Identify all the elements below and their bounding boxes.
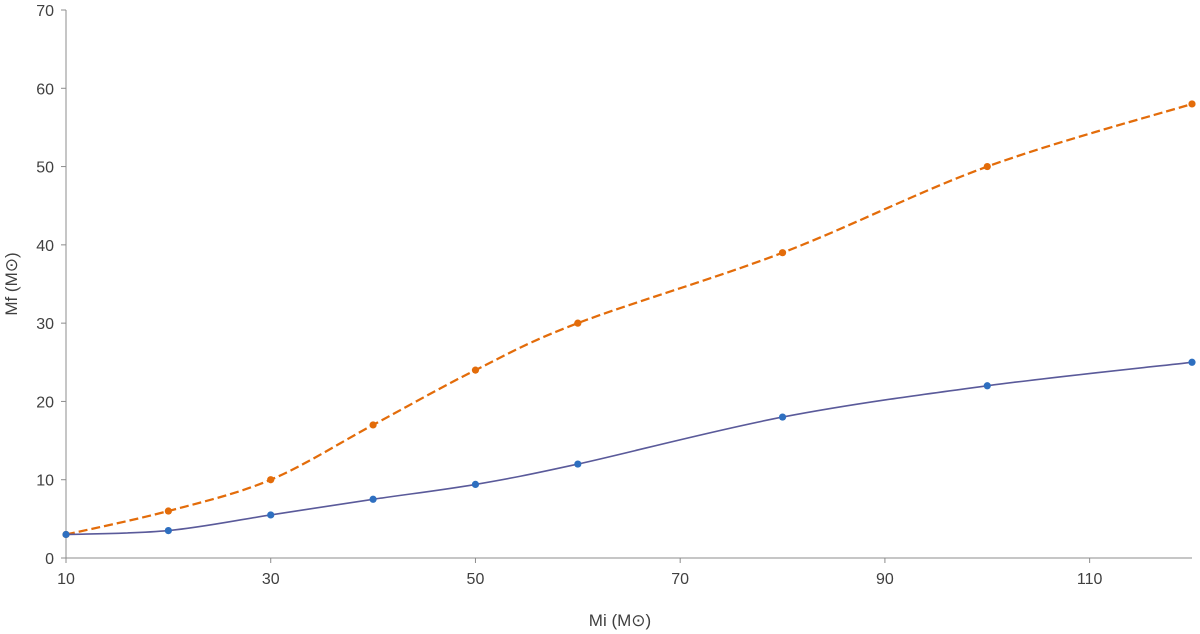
data-point [1188,100,1196,108]
x-axis-title: Mi (M⊙) [589,611,651,630]
data-point [574,319,582,327]
y-tick-label: 0 [45,551,54,568]
data-point [267,511,275,519]
data-point [574,460,582,468]
data-point [164,507,172,515]
y-tick-label: 10 [36,473,54,490]
y-tick-label: 20 [36,394,54,411]
data-point [983,382,991,390]
series-1 [62,358,1196,539]
x-tick-label: 110 [1077,571,1103,588]
x-tick-label: 70 [671,571,689,588]
data-point [778,413,787,421]
y-axis-title: Mf (M⊙) [2,252,21,315]
axes [61,9,1192,563]
data-point [267,476,275,484]
x-tick-label: 90 [876,571,894,588]
data-point [471,480,480,489]
x-tick-label: 10 [57,571,75,588]
series-0 [62,100,1196,539]
x-tick-label: 30 [262,571,280,588]
y-tick-label: 70 [36,3,54,20]
series-layer [62,100,1196,539]
series-line-1 [65,361,1193,536]
series-line-0 [65,102,1193,536]
y-tick-label: 60 [36,81,54,98]
data-point [1188,358,1196,366]
x-tick-label: 50 [467,571,485,588]
y-tick-label: 40 [36,238,54,255]
y-tick-label: 30 [36,316,54,333]
data-point [369,421,377,429]
data-point [983,162,991,171]
y-tick-label: 50 [36,160,54,177]
data-point [62,530,70,539]
data-point [778,249,787,257]
data-point [369,495,377,503]
data-point [164,527,172,535]
data-point [471,366,480,374]
